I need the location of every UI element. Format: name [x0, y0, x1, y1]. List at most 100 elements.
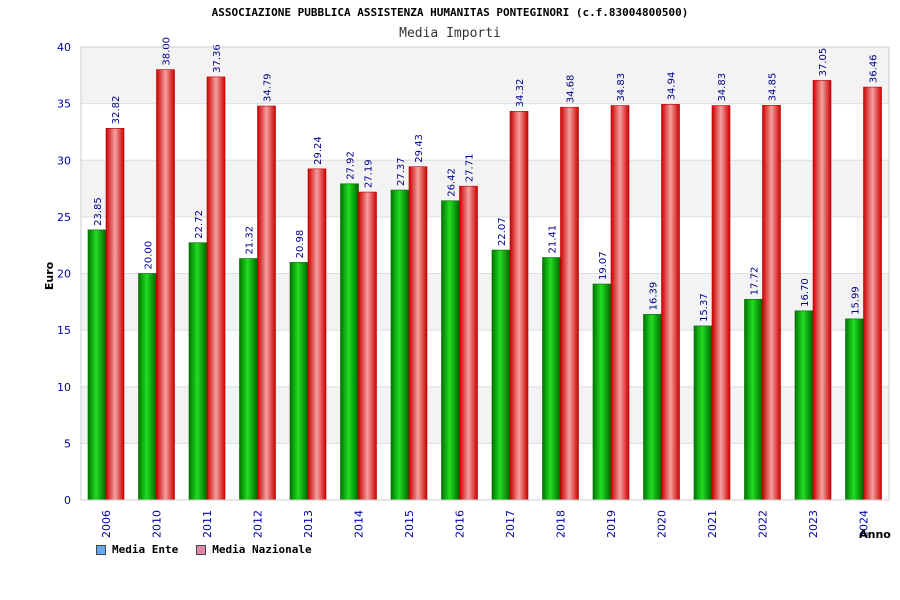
data-label-media-ente: 15.37	[699, 293, 710, 322]
bar-media-nazionale	[661, 104, 680, 501]
x-tick-label: 2013	[302, 510, 315, 538]
x-tick-label: 2016	[454, 510, 467, 538]
bar-media-ente	[542, 257, 561, 501]
legend-label-media-nazionale: Media Nazionale	[212, 543, 312, 556]
bar-media-ente	[138, 273, 157, 501]
y-axis-label: Euro	[43, 261, 56, 290]
bar-media-nazionale	[257, 105, 276, 501]
data-label-media-ente: 26.42	[447, 168, 458, 197]
x-tick-label: 2023	[807, 510, 820, 538]
y-tick-label: 40	[57, 41, 71, 54]
data-label-media-nazionale: 37.05	[818, 48, 829, 77]
x-tick-label: 2014	[353, 510, 366, 538]
bar-media-nazionale	[206, 76, 226, 501]
y-tick-label: 35	[57, 98, 71, 111]
bar-media-nazionale	[509, 111, 529, 501]
x-tick-label: 2022	[757, 510, 770, 538]
bar-media-ente	[390, 189, 410, 501]
x-tick-label: 2015	[403, 510, 416, 538]
data-label-media-nazionale: 34.32	[515, 79, 526, 108]
data-label-media-nazionale: 34.83	[616, 73, 627, 102]
x-tick-label: 2021	[706, 510, 719, 538]
data-label-media-nazionale: 34.94	[667, 72, 678, 101]
bar-media-ente	[592, 283, 612, 501]
bar-media-nazionale	[863, 86, 882, 501]
data-label-media-nazionale: 34.79	[263, 73, 274, 102]
bar-media-ente	[289, 262, 309, 501]
x-tick-label: 2019	[605, 510, 618, 538]
data-label-media-nazionale: 34.83	[717, 73, 728, 102]
bar-media-nazionale	[156, 69, 175, 501]
legend-swatch-media-nazionale	[196, 544, 207, 555]
x-tick-label: 2024	[858, 510, 871, 538]
bar-media-ente	[239, 258, 258, 501]
legend-item-media-ente: Media Ente	[96, 543, 178, 556]
y-tick-label: 0	[64, 494, 71, 507]
bar-media-ente	[491, 249, 511, 501]
bar-media-ente	[441, 200, 460, 501]
plot-frame	[80, 46, 890, 501]
bar-media-ente	[87, 229, 107, 501]
x-tick-label: 2018	[555, 510, 568, 538]
bar-media-ente	[340, 183, 359, 501]
bar-media-nazionale	[762, 105, 781, 501]
bar-media-ente	[693, 325, 713, 501]
data-label-media-nazionale: 34.85	[768, 73, 779, 102]
bar-media-ente	[845, 318, 864, 501]
data-label-media-ente: 27.37	[396, 157, 407, 186]
x-tick-label: 2020	[656, 510, 669, 538]
bar-media-ente	[188, 242, 208, 501]
data-label-media-ente: 17.72	[750, 267, 761, 296]
y-tick-label: 30	[57, 154, 71, 167]
bar-media-nazionale	[105, 128, 125, 501]
x-tick-label: 2006	[100, 510, 113, 538]
data-label-media-ente: 21.41	[548, 225, 559, 254]
chart-title: ASSOCIAZIONE PUBBLICA ASSISTENZA HUMANIT…	[211, 6, 689, 19]
bar-media-nazionale	[610, 105, 630, 501]
chart-legend: Media Ente Media Nazionale	[96, 543, 312, 556]
data-label-media-ente: 27.92	[346, 151, 357, 180]
bar-media-nazionale	[408, 166, 428, 501]
legend-label-media-ente: Media Ente	[112, 543, 179, 556]
x-tick-label: 2012	[252, 510, 265, 538]
data-label-media-nazionale: 36.46	[869, 54, 880, 83]
x-axis-label: Anno	[859, 528, 891, 541]
y-tick-label: 25	[57, 211, 71, 224]
y-tick-label: 5	[64, 437, 71, 450]
legend-swatch-media-ente	[96, 544, 106, 555]
bar-media-ente	[643, 314, 662, 501]
data-label-media-nazionale: 32.82	[111, 96, 122, 125]
data-label-media-nazionale: 34.68	[566, 75, 577, 104]
x-tick-label: 2011	[201, 510, 214, 538]
data-label-media-ente: 16.70	[800, 278, 811, 307]
data-label-media-ente: 16.39	[649, 282, 660, 311]
legend-item-media-nazionale: Media Nazionale	[196, 543, 312, 556]
data-label-media-nazionale: 37.36	[212, 44, 223, 73]
data-label-media-ente: 21.32	[245, 226, 256, 255]
bar-media-ente	[794, 310, 814, 501]
data-label-media-ente: 20.00	[144, 241, 155, 270]
y-tick-label: 20	[57, 268, 71, 281]
y-tick-label: 15	[57, 324, 71, 337]
chart-subtitle: Media Importi	[399, 26, 501, 41]
data-label-media-nazionale: 27.19	[364, 159, 375, 188]
bar-media-nazionale	[307, 168, 327, 501]
bar-media-nazionale	[711, 105, 731, 501]
data-label-media-ente: 20.98	[295, 230, 306, 259]
bar-media-nazionale	[459, 185, 478, 501]
data-label-media-ente: 22.07	[497, 217, 508, 246]
bar-media-nazionale	[358, 191, 377, 501]
data-label-media-ente: 22.72	[194, 210, 205, 239]
x-tick-label: 2010	[151, 510, 164, 538]
bar-media-nazionale	[812, 80, 832, 501]
bar-media-ente	[744, 299, 763, 501]
data-label-media-ente: 19.07	[598, 251, 609, 280]
data-label-media-ente: 15.99	[851, 286, 862, 315]
data-label-media-nazionale: 29.43	[414, 134, 425, 163]
bar-media-nazionale	[560, 106, 579, 501]
y-tick-label: 10	[57, 381, 71, 394]
data-label-media-ente: 23.85	[93, 197, 104, 226]
data-label-media-nazionale: 29.24	[313, 136, 324, 165]
